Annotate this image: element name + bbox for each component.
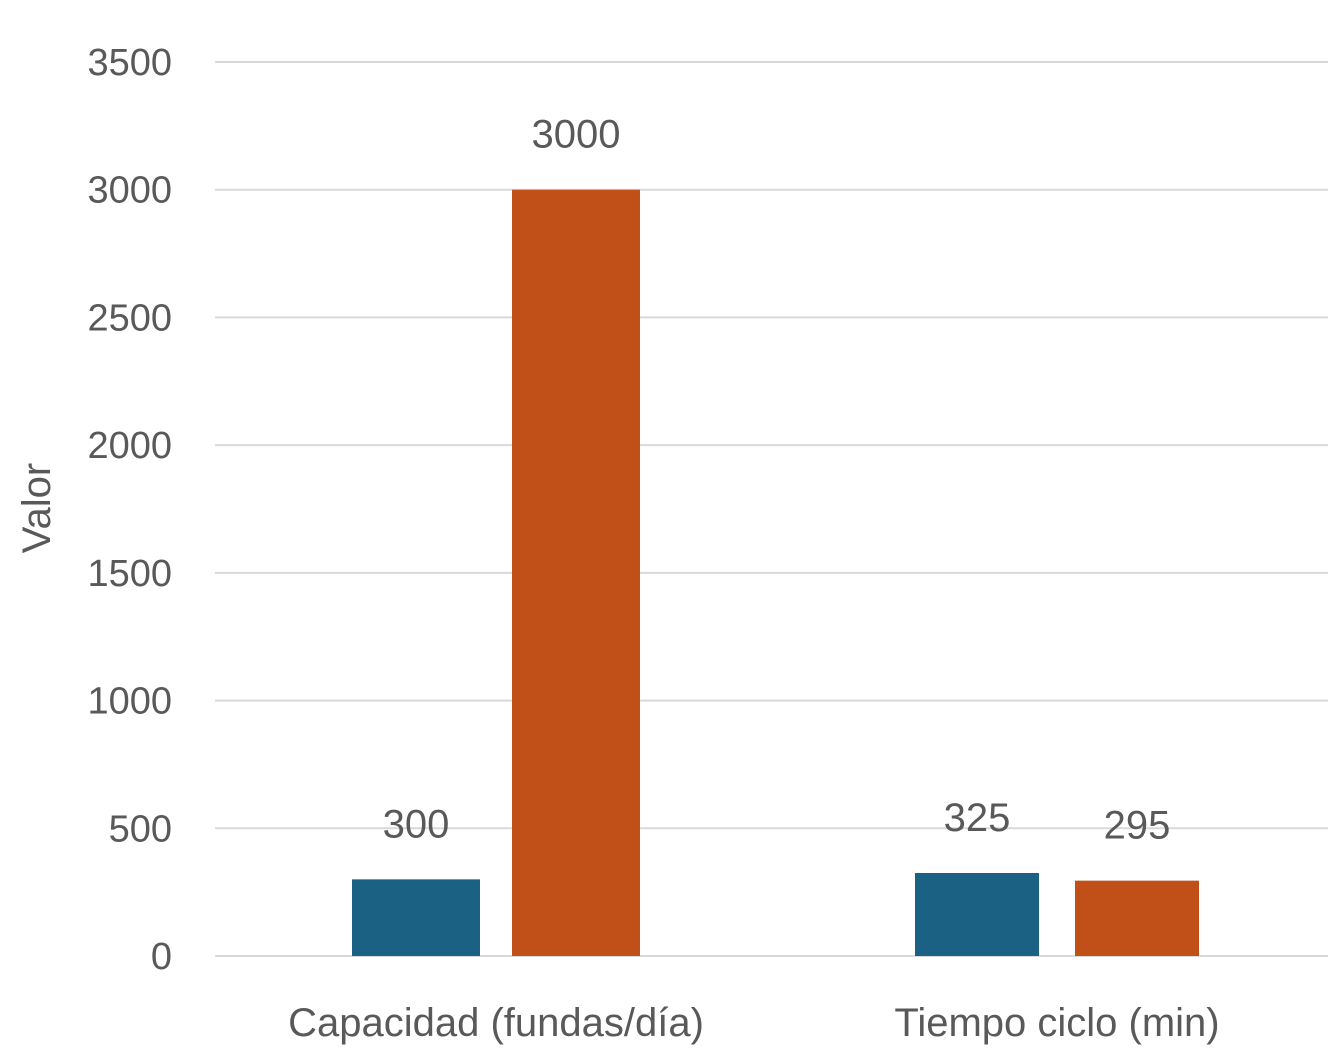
y-tick-label: 1000 xyxy=(87,681,172,723)
bar-series2-tiempo-ciclo xyxy=(1075,880,1199,956)
gridlines xyxy=(215,61,1328,957)
data-label: 295 xyxy=(1104,804,1171,848)
y-tick-label: 3000 xyxy=(87,170,172,212)
y-axis-title: Valor xyxy=(15,463,59,553)
bar-series2-capacidad xyxy=(512,189,640,956)
bar-series1-capacidad xyxy=(352,879,480,956)
x-category-label: Capacidad (fundas/día) xyxy=(288,1001,704,1045)
x-category-label: Tiempo ciclo (min) xyxy=(894,1001,1219,1045)
data-label: 3000 xyxy=(532,113,621,157)
data-label: 300 xyxy=(383,802,450,846)
bar-series1-tiempo-ciclo xyxy=(915,872,1039,956)
y-tick-label: 2500 xyxy=(87,297,172,339)
x-category-labels: Capacidad (fundas/día) Tiempo ciclo (min) xyxy=(288,1001,1220,1045)
bars xyxy=(352,189,1199,956)
data-labels: 300 3000 325 295 xyxy=(383,113,1171,848)
y-tick-label: 1500 xyxy=(87,553,172,595)
y-tick-labels: 0 500 1000 1500 2000 2500 3000 3500 xyxy=(87,42,172,978)
y-tick-label: 2000 xyxy=(87,425,172,467)
y-tick-label: 3500 xyxy=(87,42,172,84)
y-tick-label: 0 xyxy=(151,936,172,978)
y-tick-label: 500 xyxy=(109,808,172,850)
data-label: 325 xyxy=(944,796,1011,840)
